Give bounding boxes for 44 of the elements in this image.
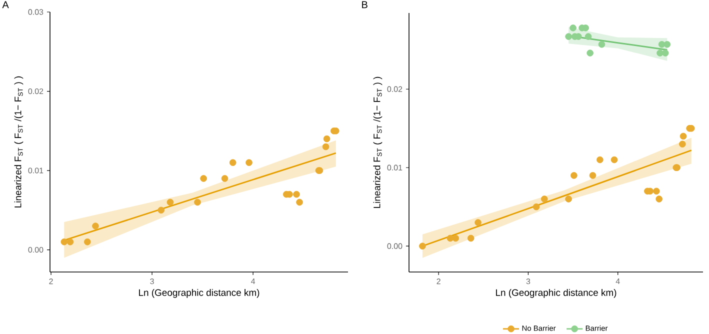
point [570,24,576,32]
point [565,33,572,40]
x-axis-title: Ln (Geographic distance km) [139,289,260,298]
point [596,156,604,164]
point [158,206,165,214]
point [664,40,671,48]
point [84,238,91,246]
point [610,156,618,164]
point [565,196,572,202]
point [452,234,460,242]
point [656,196,662,202]
point [229,159,236,166]
point [323,135,330,142]
point [322,143,330,150]
point [246,159,252,166]
point [598,40,606,48]
point [586,50,594,56]
point [656,50,664,56]
point [540,196,548,202]
point [678,140,686,148]
point [532,203,540,210]
point [60,238,68,246]
chart-title: B [362,1,368,8]
y-axis-title: Linearized F$_{ST}$ ( F$_{ST}$ /(1− F$_{ST}$ ) ) [14,76,24,208]
point [467,234,474,242]
point [166,198,174,206]
point [194,198,201,206]
point [200,175,207,182]
point [474,219,482,226]
point [296,198,303,206]
point [92,222,99,230]
point [293,190,300,198]
point [570,172,578,179]
point [419,242,426,250]
point [584,33,592,40]
point [221,175,228,182]
point [66,238,74,246]
point [662,50,669,56]
x-axis-title: Ln (Geographic distance km) [496,289,616,298]
chart-title: A [2,1,9,8]
point [653,188,660,195]
point [589,172,596,179]
y-axis-title: Linearized F$_{ST}$ ( F$_{ST}$ /(1− F$_{ST}$ ) ) [373,76,382,208]
point [680,132,687,140]
